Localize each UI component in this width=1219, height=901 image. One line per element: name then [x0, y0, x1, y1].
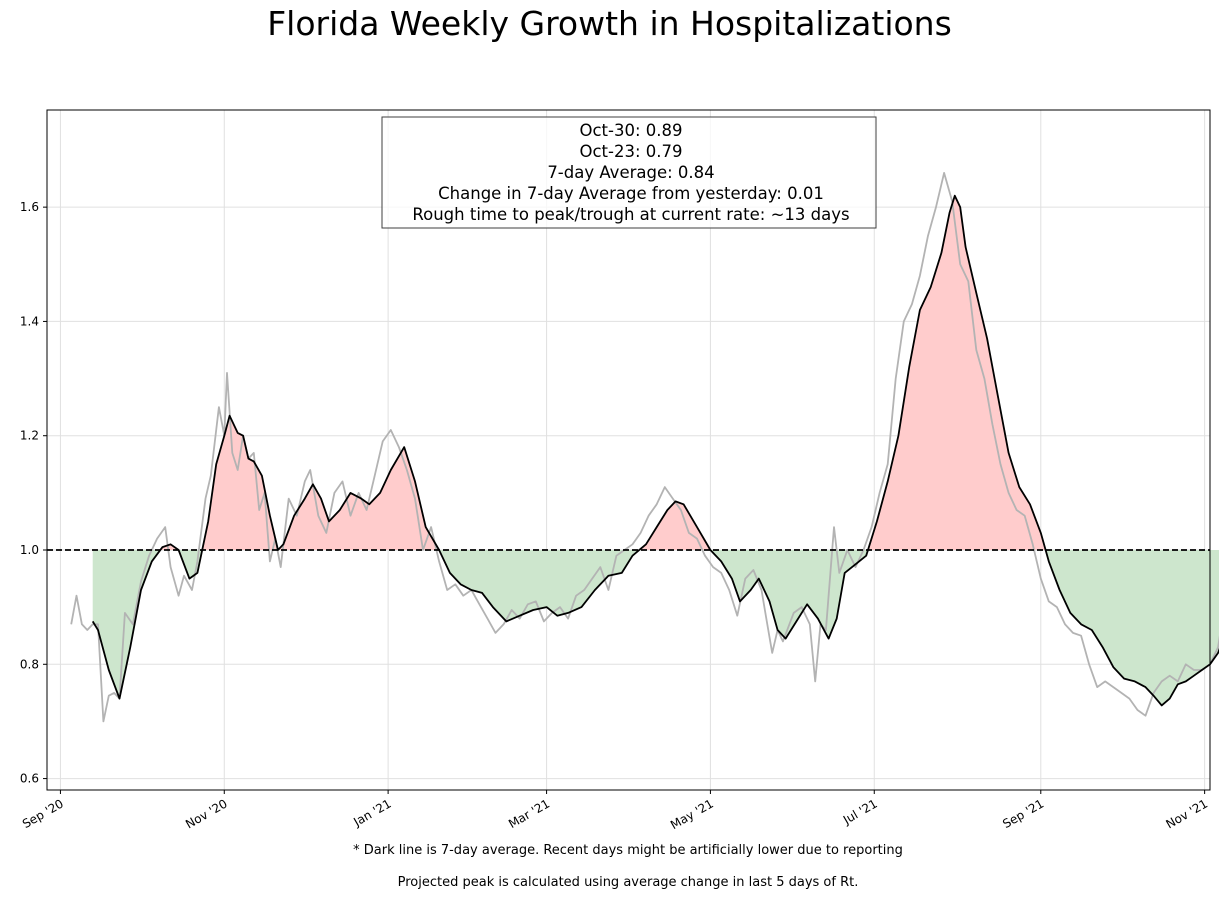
info-box-frame — [381, 116, 877, 229]
x-tick-label: May '21 — [668, 796, 716, 832]
chart-title: Florida Weekly Growth in Hospitalization… — [267, 4, 952, 43]
y-tick-label: 1.0 — [20, 543, 39, 557]
x-tick-label: Jul '21 — [840, 796, 880, 827]
footnote-average: * Dark line is 7-day average. Recent day… — [353, 843, 903, 858]
x-tick-label: Sep '21 — [1000, 796, 1046, 831]
fill-above-reference — [639, 501, 711, 550]
plot-frame — [46, 109, 1211, 791]
y-tick-label: 0.8 — [20, 657, 39, 671]
raw-daily-line — [70, 171, 1219, 723]
info-line-change: Change in 7-day Average from yesterday: … — [438, 184, 824, 203]
fill-areas — [92, 195, 1219, 706]
x-tick-label: Jan '21 — [350, 796, 393, 829]
info-line-time-to-peak: Rough time to peak/trough at current rat… — [412, 205, 849, 224]
footnote-projection: Projected peak is calculated using avera… — [397, 875, 859, 890]
y-tick-label: 0.6 — [20, 772, 39, 786]
fill-above-reference — [202, 415, 440, 550]
y-tick-label: 1.2 — [20, 429, 39, 443]
fill-below-reference — [710, 550, 868, 639]
fill-above-reference — [868, 195, 1046, 550]
x-tick-label: Mar '21 — [506, 796, 552, 831]
info-line-latest: Oct-30: 0.89 — [579, 121, 682, 140]
x-tick-label: Sep '20 — [20, 796, 66, 831]
average-series — [91, 194, 1219, 707]
raw-series — [70, 171, 1219, 723]
info-box: Oct-30: 0.89 Oct-23: 0.79 7-day Average:… — [381, 116, 877, 229]
seven-day-average-line — [91, 194, 1219, 707]
y-tick-label: 1.4 — [20, 314, 39, 328]
fill-below-reference — [92, 550, 161, 699]
y-tick-label: 1.6 — [20, 200, 39, 214]
fill-below-reference — [1045, 550, 1219, 706]
x-tick-label: Nov '21 — [1163, 796, 1210, 831]
info-line-week-ago: Oct-23: 0.79 — [579, 142, 682, 161]
x-tick-label: Nov '20 — [183, 796, 230, 831]
fill-below-reference — [439, 550, 640, 622]
info-line-7day-average: 7-day Average: 0.84 — [547, 163, 714, 182]
fill-above-reference — [160, 544, 179, 550]
